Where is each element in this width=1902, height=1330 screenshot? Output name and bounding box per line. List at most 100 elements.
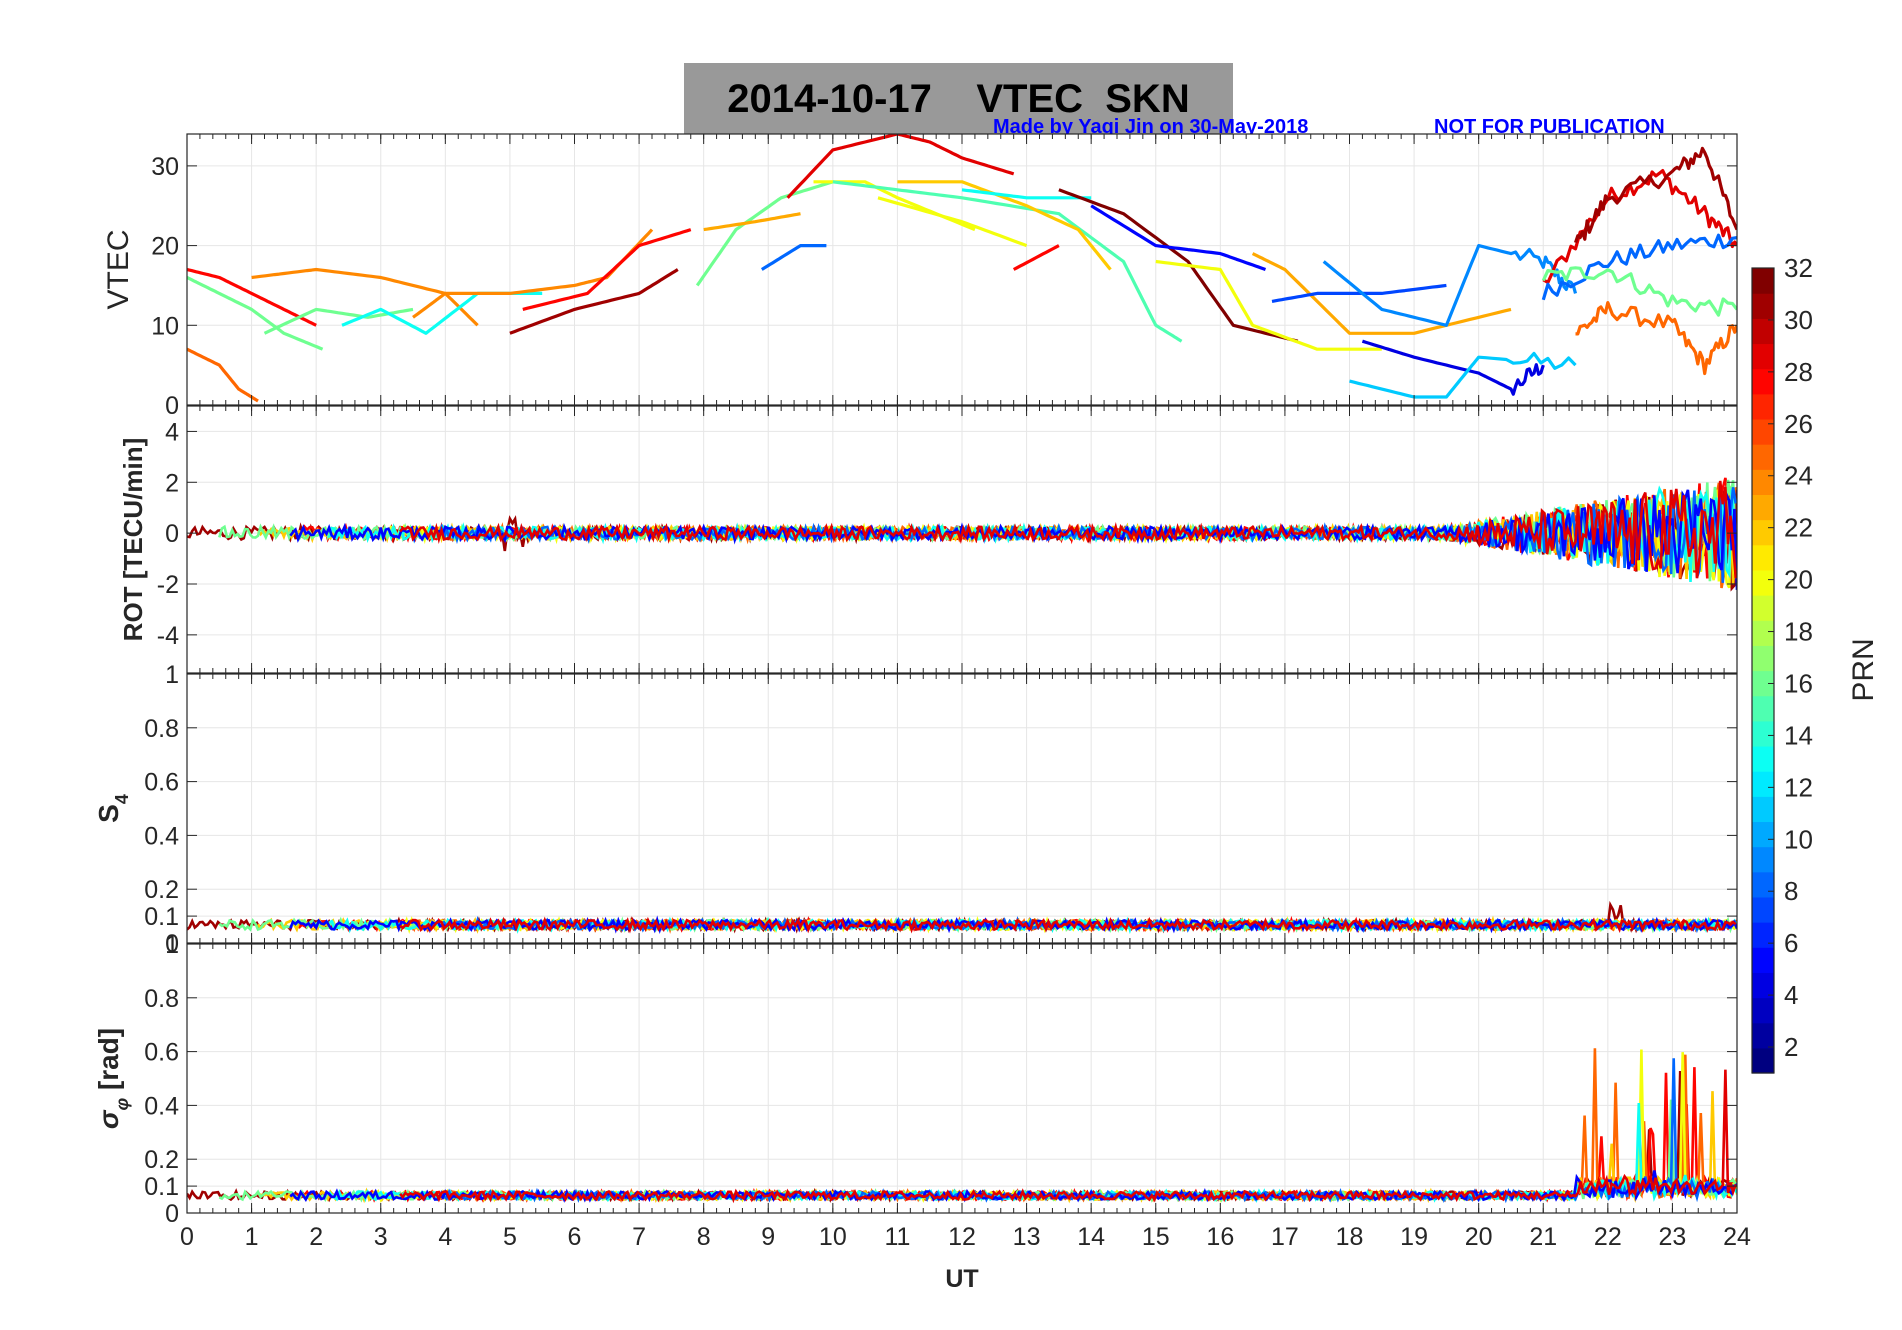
panel-2: -4 -2 0 2 4 ROT [TECU/min] <box>118 405 1738 674</box>
vtec-series-prn-16 <box>695 180 834 287</box>
colorbar-segment <box>1752 670 1774 697</box>
y-tick-label: 0.6 <box>144 769 179 797</box>
colorbar-tick-label: 10 <box>1784 824 1813 854</box>
colorbar-segment <box>1752 318 1774 345</box>
colorbar-tick-label: 18 <box>1784 617 1813 647</box>
colorbar-segment <box>1752 544 1774 571</box>
vtec-series-prn-4 <box>1361 339 1545 396</box>
colorbar-segment <box>1752 368 1774 395</box>
colorbar-segment <box>1752 469 1774 496</box>
vtec-series-prn-32 <box>1058 188 1299 343</box>
vtec-series-prn-31 <box>509 268 679 335</box>
panel-3: 00.10.2 0.4 0.6 0.8 1 S4 <box>93 661 1738 958</box>
notice-text: NOT FOR PUBLICATION <box>1434 116 1665 138</box>
trace-prn-29 <box>399 916 1737 934</box>
vtec-series-prn-16 <box>1541 266 1737 317</box>
panel-1: 0 10 20 30 VTEC <box>102 133 1738 420</box>
vtec-series-prn-23 <box>703 212 801 232</box>
y-tick-label: 0 <box>165 392 179 420</box>
x-tick-label: 7 <box>632 1223 646 1251</box>
x-tick-label: 21 <box>1529 1223 1557 1251</box>
colorbar-segment <box>1752 1022 1774 1049</box>
y-label-unit: [rad] <box>93 1028 124 1098</box>
y-tick-label: 0.4 <box>144 1092 179 1120</box>
vtec-series-prn-15 <box>832 180 1183 343</box>
x-tick-label: 14 <box>1077 1223 1105 1251</box>
x-tick-label: 12 <box>948 1223 976 1251</box>
colorbar-segment <box>1752 569 1774 596</box>
trace-prn-29 <box>399 480 1737 579</box>
colorbar-segment <box>1752 972 1774 999</box>
vtec-series-prn-8 <box>1541 233 1737 301</box>
x-tick-label: 15 <box>1142 1223 1170 1251</box>
colorbar-tick-label: 28 <box>1784 357 1813 387</box>
x-minor-ticks <box>186 944 1738 1213</box>
x-tick-label: 19 <box>1400 1223 1428 1251</box>
vtec-series-prn-25 <box>1575 301 1737 376</box>
vtec-series-prn-24 <box>251 267 479 327</box>
y-label-subscript: 4 <box>112 794 132 804</box>
colorbar-segment <box>1752 771 1774 797</box>
y-tick-label: 1 <box>165 661 179 689</box>
y-tick-label: 4 <box>165 418 179 446</box>
x-minor-ticks <box>186 406 1738 673</box>
data-layer <box>187 477 1737 592</box>
y-tick-label: 10 <box>151 312 179 340</box>
x-minor-ticks <box>186 134 1738 405</box>
colorbar-tick-label: 24 <box>1784 461 1813 491</box>
colorbar-tick-label: 4 <box>1784 980 1798 1010</box>
colorbar-tick-label: 30 <box>1784 305 1813 335</box>
vtec-series-prn-31 <box>1573 146 1737 244</box>
y-label-main: S <box>93 804 124 823</box>
y-tick-label: 2 <box>165 469 179 497</box>
y-tick-label: -4 <box>157 622 179 650</box>
y-tick-label: 20 <box>151 233 179 261</box>
colorbar-frame <box>1751 267 1775 1074</box>
x-minor-ticks <box>186 674 1738 943</box>
y-axis-label: S4 <box>93 794 132 823</box>
y-axis-label: VTEC <box>102 229 135 309</box>
y-tick-label: 0 <box>165 930 179 958</box>
colorbar-segment <box>1752 393 1774 420</box>
colorbar-segment <box>1752 947 1774 973</box>
colorbar-segment <box>1752 896 1774 923</box>
vtec-series-prn-25 <box>187 347 259 403</box>
colorbar-segment <box>1752 293 1774 319</box>
x-tick-label: 20 <box>1465 1223 1493 1251</box>
colorbar-segment <box>1752 821 1774 848</box>
trace-prn-29 <box>399 1069 1737 1204</box>
vtec-series-prn-11 <box>1349 351 1577 399</box>
vtec-series-prn-7 <box>1271 283 1447 303</box>
y-tick-label: 0.2 <box>144 876 179 904</box>
colorbar-segment <box>1752 444 1774 470</box>
y-tick-label: 0.1 <box>144 903 179 931</box>
colorbar-segment <box>1752 343 1774 370</box>
x-tick-label: 13 <box>1013 1223 1041 1251</box>
colorbar-tick-label: 26 <box>1784 409 1813 439</box>
y-tick-label: 0 <box>165 1200 179 1228</box>
colorbar-segment <box>1752 922 1774 948</box>
colorbar-segment <box>1752 494 1774 521</box>
x-tick-label: 16 <box>1206 1223 1234 1251</box>
vtec-series-prn-28 <box>187 267 317 327</box>
colorbar-segment <box>1752 997 1774 1024</box>
x-tick-label: 3 <box>374 1223 388 1251</box>
grid-lines <box>186 673 1738 944</box>
x-tick-label: 5 <box>503 1223 517 1251</box>
y-axis-label: ROT [TECU/min] <box>118 438 148 642</box>
x-tick-label: 8 <box>697 1223 711 1251</box>
y-tick-label: 0.1 <box>144 1173 179 1201</box>
y-tick-label: 0 <box>165 520 179 548</box>
colorbar-segment <box>1752 595 1774 621</box>
title-date: 2014-10-17 <box>727 76 932 121</box>
colorbar-tick-label: 6 <box>1784 928 1798 958</box>
colorbar-tick-label: 8 <box>1784 876 1798 906</box>
y-tick-label: -2 <box>157 571 179 599</box>
x-axis-label: UT <box>945 1265 978 1293</box>
vtec-series-prn-28 <box>1012 244 1060 271</box>
y-tick-label: 0.6 <box>144 1039 179 1067</box>
colorbar-segment <box>1752 645 1774 672</box>
